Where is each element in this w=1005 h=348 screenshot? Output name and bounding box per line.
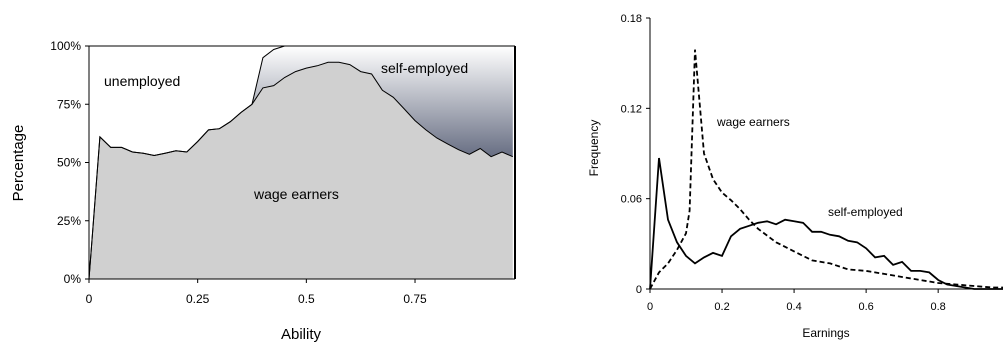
label-wage-earners-right: wage earners [716,115,790,129]
right-x-tick-label: 0.2 [714,301,729,313]
left-y-tick-label: 50% [57,156,81,170]
area-unemployed [89,46,513,279]
area-wage-earners [89,62,513,279]
label-self-employed-right: self-employed [828,205,903,219]
right-chart-lines [649,49,1003,290]
left-x-tick-label: 0.5 [298,292,315,306]
right-y-tick-label: 0.18 [621,13,642,25]
left-x-axis-title: Ability [281,326,322,343]
left-y-tick-label: 75% [57,97,81,111]
left-y-tick-label: 0% [64,272,82,286]
left-chart-areas [88,45,513,280]
line-self-employed [649,157,1003,290]
right-x-tick-label: 0.6 [858,301,873,313]
left-x-tick-label: 0.75 [403,292,427,306]
right-x-tick-label: 0 [647,301,653,313]
left-y-tick-label: 100% [50,39,81,53]
label-self-employed: self-employed [381,60,468,76]
left-y-axis-title: Percentage [10,125,27,202]
right-y-tick-label: 0.06 [621,194,642,206]
right-chart-axes [646,17,1003,293]
right-chart: 0 0.06 0.12 0.18 0 0.2 0.4 0.6 0.8 Earnings Freq… [587,13,1003,340]
left-chart: 0% 25% 50% 75% 100% 0 0.25 0.5 0.75 Ability Perc… [10,39,516,343]
label-unemployed: unemployed [104,73,180,89]
right-x-tick-label: 0.8 [931,301,946,313]
right-y-tick-label: 0 [636,284,642,296]
area-self-employed [89,46,513,279]
right-y-tick-label: 0.12 [621,103,642,115]
right-y-axis-title: Frequency [587,120,601,177]
left-y-tick-label: 25% [57,214,81,228]
left-x-tick-label: 0 [86,292,93,306]
right-chart-tick-labels: 0 0.06 0.12 0.18 0 0.2 0.4 0.6 0.8 [621,13,946,313]
left-chart-axes [85,45,516,283]
label-wage-earners: wage earners [253,186,339,202]
line-wage-earners [649,49,1003,290]
left-x-tick-label: 0.25 [186,292,210,306]
right-x-tick-label: 0.4 [786,301,801,313]
left-chart-tick-labels: 0% 25% 50% 75% 100% 0 0.25 0.5 0.75 [50,39,427,306]
right-x-axis-title: Earnings [802,326,849,340]
